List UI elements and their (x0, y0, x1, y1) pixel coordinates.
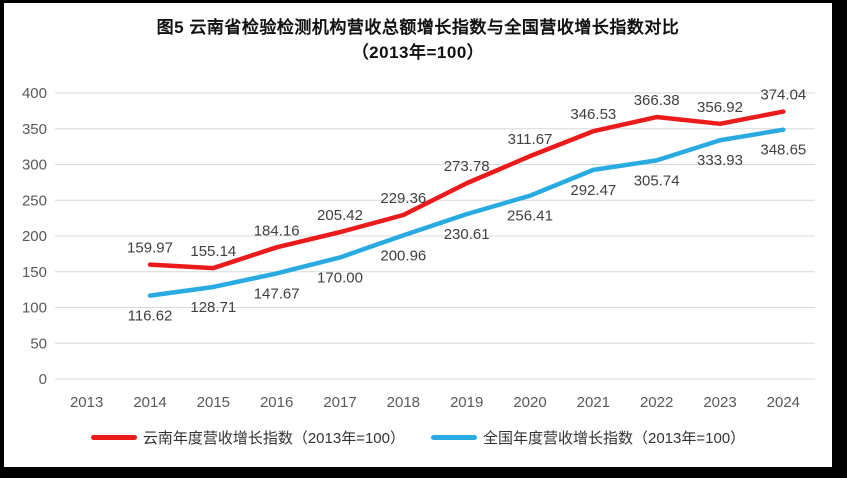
chart-title: 图5 云南省检验检测机构营收总额增长指数与全国营收增长指数对比 (156, 18, 680, 37)
data-label: 230.61 (444, 226, 490, 243)
data-label: 273.78 (444, 158, 490, 175)
data-label: 311.67 (508, 131, 553, 148)
data-label: 256.41 (507, 208, 553, 225)
y-tick-label: 300 (22, 157, 47, 174)
x-tick-label: 2017 (323, 394, 356, 411)
x-tick-label: 2015 (197, 394, 230, 411)
data-label: 170.00 (317, 269, 363, 286)
y-tick-label: 250 (22, 192, 47, 209)
data-label: 116.62 (128, 308, 173, 325)
x-tick-label: 2014 (133, 394, 166, 411)
chart-title-block: 图5 云南省检验检测机构营收总额增长指数与全国营收增长指数对比 （2013年=1… (4, 15, 832, 65)
data-label: 128.71 (190, 299, 236, 316)
y-tick-label: 400 (22, 85, 47, 102)
x-tick-label: 2021 (577, 394, 610, 411)
data-label: 366.38 (634, 92, 680, 109)
legend-item-yunnan[interactable]: 云南年度营收增长指数（2013年=100） (90, 427, 405, 448)
y-tick-label: 350 (22, 121, 47, 138)
data-label: 292.47 (570, 182, 616, 199)
y-tick-label: 50 (30, 335, 47, 352)
data-label: 374.04 (760, 87, 806, 104)
chart-subtitle: （2013年=100） (351, 43, 485, 62)
x-tick-label: 2024 (767, 394, 800, 411)
x-tick-label: 2013 (70, 394, 103, 411)
yunnan-series-swatch-icon (90, 435, 137, 440)
data-label: 333.93 (697, 152, 743, 169)
series-line-0[interactable] (147, 109, 786, 271)
data-label: 205.42 (317, 207, 363, 224)
chart-canvas: 图5 云南省检验检测机构营收总额增长指数与全国营收增长指数对比 （2013年=1… (4, 3, 832, 467)
y-tick-label: 100 (22, 300, 47, 317)
x-tick-label: 2019 (450, 394, 483, 411)
data-label: 229.36 (380, 190, 426, 207)
series-line-1[interactable] (147, 127, 786, 298)
data-label: 159.97 (127, 240, 173, 257)
data-label: 200.96 (380, 247, 426, 264)
legend-item-national[interactable]: 全国年度营收增长指数（2013年=100） (431, 427, 745, 448)
legend: 云南年度营收增长指数（2013年=100） 全国年度营收增长指数（2013年=1… (4, 427, 832, 448)
data-label: 346.53 (570, 106, 616, 123)
national-series-swatch-icon (431, 435, 477, 440)
data-label: 356.92 (697, 99, 743, 116)
x-tick-label: 2016 (260, 394, 293, 411)
y-tick-label: 0 (39, 371, 47, 388)
x-tick-label: 2022 (640, 394, 673, 411)
data-label: 155.14 (190, 243, 236, 260)
y-tick-label: 150 (22, 264, 47, 281)
data-label: 184.16 (254, 222, 300, 239)
data-label: 147.67 (254, 285, 300, 302)
data-label: 305.74 (634, 172, 680, 189)
x-tick-label: 2020 (513, 394, 546, 411)
legend-label-national: 全国年度营收增长指数（2013年=100） (483, 430, 746, 447)
legend-label-yunnan: 云南年度营收增长指数（2013年=100） (142, 430, 405, 447)
x-tick-label: 2023 (703, 394, 736, 411)
line-chart-plot: 0 50 100 150 200 250 300 350 400 2013 2014 2015 2016… (22, 85, 815, 411)
y-tick-label: 200 (22, 228, 47, 245)
x-tick-label: 2018 (387, 394, 420, 411)
data-label: 348.65 (760, 142, 806, 159)
